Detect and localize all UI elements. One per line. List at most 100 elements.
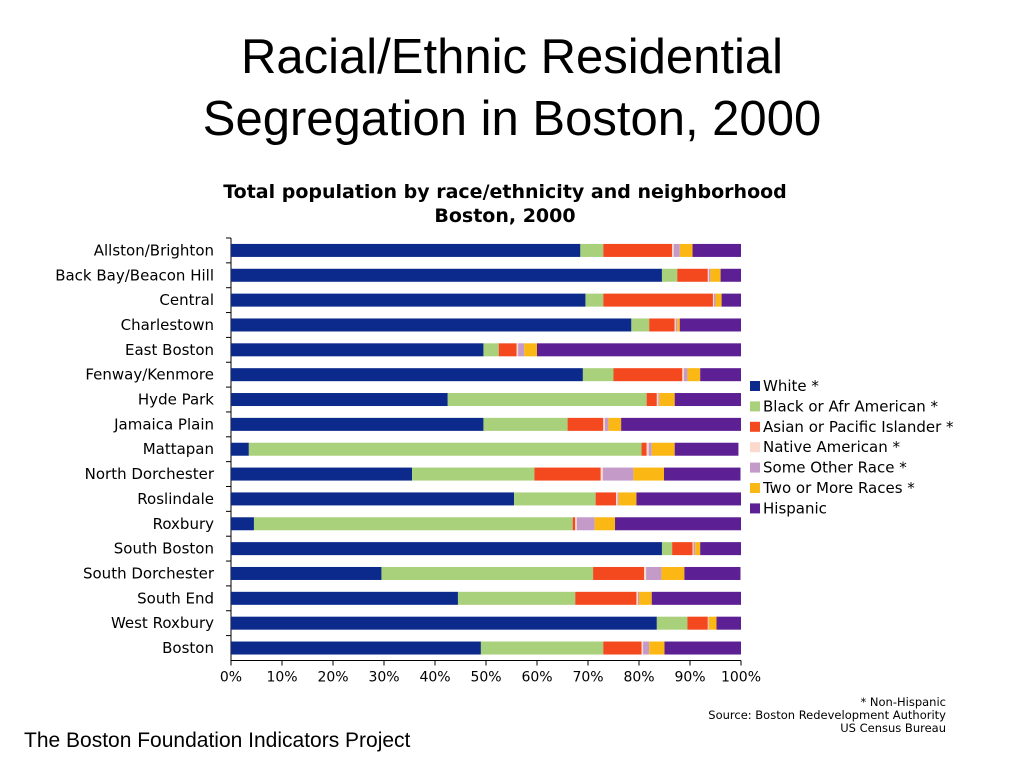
- legend-label-some-other-race: Some Other Race *: [763, 459, 907, 477]
- slide-title-line1: Racial/Ethnic Residential: [241, 30, 783, 84]
- bar-roslindale-asian-or-pacific-islander: [595, 492, 617, 506]
- bar-west-roxbury-hispanic: [716, 616, 741, 630]
- bar-allston-brighton-black-or-afr-american: [580, 243, 604, 257]
- bar-allston-brighton-hispanic: [692, 243, 741, 257]
- bar-hyde-park-native-american: [656, 393, 659, 407]
- bar-west-roxbury-some-other-race: [708, 616, 709, 630]
- bar-charlestown-black-or-afr-american: [631, 318, 650, 332]
- category-label-charlestown: Charlestown: [121, 316, 214, 334]
- x-tick-label: 10%: [266, 669, 297, 685]
- bar-jamaica-plain-native-american: [603, 417, 605, 431]
- bar-boston-asian-or-pacific-islander: [603, 641, 642, 655]
- category-label-central: Central: [159, 291, 214, 309]
- bar-allston-brighton-asian-or-pacific-islander: [603, 243, 673, 257]
- bar-back-bay-beacon-hill-hispanic: [720, 268, 741, 282]
- category-label-east-boston: East Boston: [125, 341, 214, 359]
- bar-allston-brighton-native-american: [672, 243, 674, 257]
- bar-central-some-other-race: [713, 293, 716, 307]
- x-tick-label: 70%: [572, 669, 603, 685]
- category-label-roxbury: Roxbury: [153, 515, 215, 533]
- x-tick-label: 50%: [470, 669, 501, 685]
- bar-boston-white: [231, 641, 481, 655]
- bar-hyde-park-black-or-afr-american: [447, 393, 647, 407]
- bar-hyde-park-asian-or-pacific-islander: [646, 393, 657, 407]
- bar-south-boston-native-american: [692, 542, 694, 556]
- legend-swatch-white: [750, 381, 760, 391]
- bar-south-end-white: [231, 591, 458, 605]
- bar-south-dorchester-two-or-more-races: [661, 566, 685, 580]
- chart-title-line2: Boston, 2000: [434, 205, 576, 227]
- bar-south-end-two-or-more-races: [639, 591, 652, 605]
- bar-roxbury-hispanic: [615, 517, 741, 531]
- bar-central-hispanic: [721, 293, 741, 307]
- bar-central-asian-or-pacific-islander: [603, 293, 713, 307]
- bar-north-dorchester-hispanic: [663, 467, 741, 481]
- note-census: US Census Bureau: [840, 721, 946, 735]
- bar-jamaica-plain-some-other-race: [604, 417, 609, 431]
- bar-roxbury-some-other-race: [576, 517, 595, 531]
- category-label-hyde-park: Hyde Park: [138, 391, 214, 409]
- bar-boston-hispanic: [664, 641, 741, 655]
- bar-roxbury-white: [231, 517, 254, 531]
- bar-south-boston-two-or-more-races: [695, 542, 701, 556]
- bar-boston-some-other-race: [643, 641, 650, 655]
- slide-title: Racial/Ethnic Residential Segregation in…: [0, 26, 1024, 150]
- chart-notes: * Non-Hispanic Source: Boston Redevelopm…: [708, 696, 946, 735]
- bar-mattapan-black-or-afr-american: [248, 442, 642, 456]
- legend-label-two-or-more-races: Two or More Races *: [762, 479, 915, 497]
- bar-south-boston-white: [231, 542, 662, 556]
- bar-south-end-some-other-race: [637, 591, 639, 605]
- bar-fenway-kenmore-hispanic: [700, 368, 741, 382]
- bar-south-end-black-or-afr-american: [457, 591, 576, 605]
- bar-east-boston-white: [231, 343, 484, 357]
- bar-hyde-park-some-other-race: [658, 393, 660, 407]
- bar-east-boston-hispanic: [537, 343, 741, 357]
- bar-charlestown-two-or-more-races: [677, 318, 680, 332]
- bar-south-dorchester-hispanic: [684, 566, 741, 580]
- bar-south-boston-hispanic: [700, 542, 741, 556]
- bar-fenway-kenmore-two-or-more-races: [687, 368, 701, 382]
- bar-hyde-park-hispanic: [674, 393, 741, 407]
- note-source: Source: Boston Redevelopment Authority: [708, 708, 946, 722]
- bar-north-dorchester-native-american: [600, 467, 603, 481]
- category-label-roslindale: Roslindale: [137, 490, 214, 508]
- bar-mattapan-hispanic: [674, 442, 739, 456]
- bar-charlestown-white: [231, 318, 632, 332]
- bar-central-two-or-more-races: [715, 293, 722, 307]
- category-label-west-roxbury: West Roxbury: [111, 614, 214, 632]
- bar-back-bay-beacon-hill-white: [231, 268, 662, 282]
- bar-back-bay-beacon-hill-some-other-race: [708, 268, 711, 282]
- bar-south-boston-black-or-afr-american: [661, 542, 673, 556]
- x-tick-label: 60%: [521, 669, 552, 685]
- legend-label-black-or-afr-american: Black or Afr American *: [763, 397, 939, 415]
- bar-central-native-american: [712, 293, 714, 307]
- legend-swatch-native-american: [750, 442, 760, 453]
- category-label-fenway-kenmore: Fenway/Kenmore: [85, 366, 214, 384]
- bar-south-dorchester-asian-or-pacific-islander: [593, 566, 645, 580]
- legend-label-asian-or-pacific-islander: Asian or Pacific Islander *: [763, 418, 954, 436]
- bar-charlestown-native-american: [674, 318, 676, 332]
- bar-roslindale-hispanic: [636, 492, 741, 506]
- x-tick-label: 80%: [623, 669, 654, 685]
- x-tick-label: 0%: [220, 669, 242, 685]
- bar-east-boston-two-or-more-races: [524, 343, 537, 357]
- x-tick-label: 40%: [419, 669, 450, 685]
- bar-hyde-park-two-or-more-races: [659, 393, 675, 407]
- bar-charlestown-asian-or-pacific-islander: [649, 318, 675, 332]
- bar-south-dorchester-black-or-afr-american: [381, 566, 594, 580]
- legend-label-native-american: Native American *: [763, 438, 900, 456]
- bar-west-roxbury-native-american: [707, 616, 709, 630]
- category-label-allston-brighton: Allston/Brighton: [94, 241, 214, 259]
- x-tick-label: 90%: [674, 669, 705, 685]
- bar-fenway-kenmore-white: [231, 368, 583, 382]
- bar-mattapan-asian-or-pacific-islander: [641, 442, 647, 456]
- bar-fenway-kenmore-black-or-afr-american: [582, 368, 614, 382]
- bar-roslindale-black-or-afr-american: [514, 492, 596, 506]
- bar-roslindale-some-other-race: [617, 492, 619, 506]
- slide-title-line2: Segregation in Boston, 2000: [202, 92, 822, 146]
- bar-jamaica-plain-black-or-afr-american: [483, 417, 568, 431]
- note-non-hispanic: * Non-Hispanic: [860, 695, 946, 709]
- bar-roslindale-native-american: [616, 492, 618, 506]
- bar-fenway-kenmore-asian-or-pacific-islander: [613, 368, 683, 382]
